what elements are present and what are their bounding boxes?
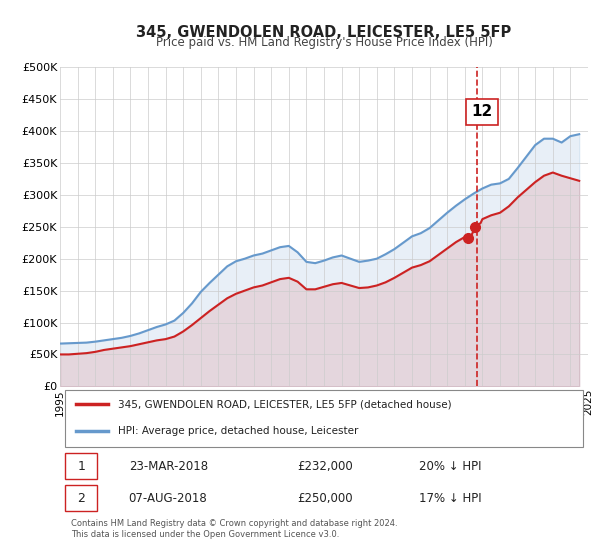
FancyBboxPatch shape <box>65 454 97 479</box>
Text: £250,000: £250,000 <box>298 492 353 505</box>
Text: 2: 2 <box>77 492 85 505</box>
Text: 345, GWENDOLEN ROAD, LEICESTER, LE5 5FP (detached house): 345, GWENDOLEN ROAD, LEICESTER, LE5 5FP … <box>118 399 452 409</box>
FancyBboxPatch shape <box>65 390 583 447</box>
Text: £232,000: £232,000 <box>298 460 353 473</box>
Text: Contains HM Land Registry data © Crown copyright and database right 2024.
This d: Contains HM Land Registry data © Crown c… <box>71 519 397 539</box>
Text: 12: 12 <box>472 104 493 119</box>
Text: 20% ↓ HPI: 20% ↓ HPI <box>419 460 482 473</box>
Text: 07-AUG-2018: 07-AUG-2018 <box>128 492 208 505</box>
Text: 345, GWENDOLEN ROAD, LEICESTER, LE5 5FP: 345, GWENDOLEN ROAD, LEICESTER, LE5 5FP <box>136 25 512 40</box>
Text: Price paid vs. HM Land Registry's House Price Index (HPI): Price paid vs. HM Land Registry's House … <box>155 36 493 49</box>
FancyBboxPatch shape <box>65 486 97 511</box>
Text: 23-MAR-2018: 23-MAR-2018 <box>128 460 208 473</box>
Text: 1: 1 <box>77 460 85 473</box>
Text: HPI: Average price, detached house, Leicester: HPI: Average price, detached house, Leic… <box>118 426 358 436</box>
Text: 17% ↓ HPI: 17% ↓ HPI <box>419 492 482 505</box>
